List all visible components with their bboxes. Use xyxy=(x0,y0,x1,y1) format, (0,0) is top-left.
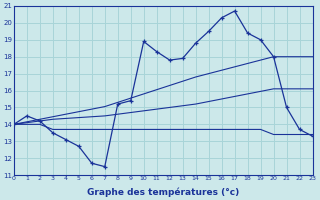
X-axis label: Graphe des températures (°c): Graphe des températures (°c) xyxy=(87,187,239,197)
